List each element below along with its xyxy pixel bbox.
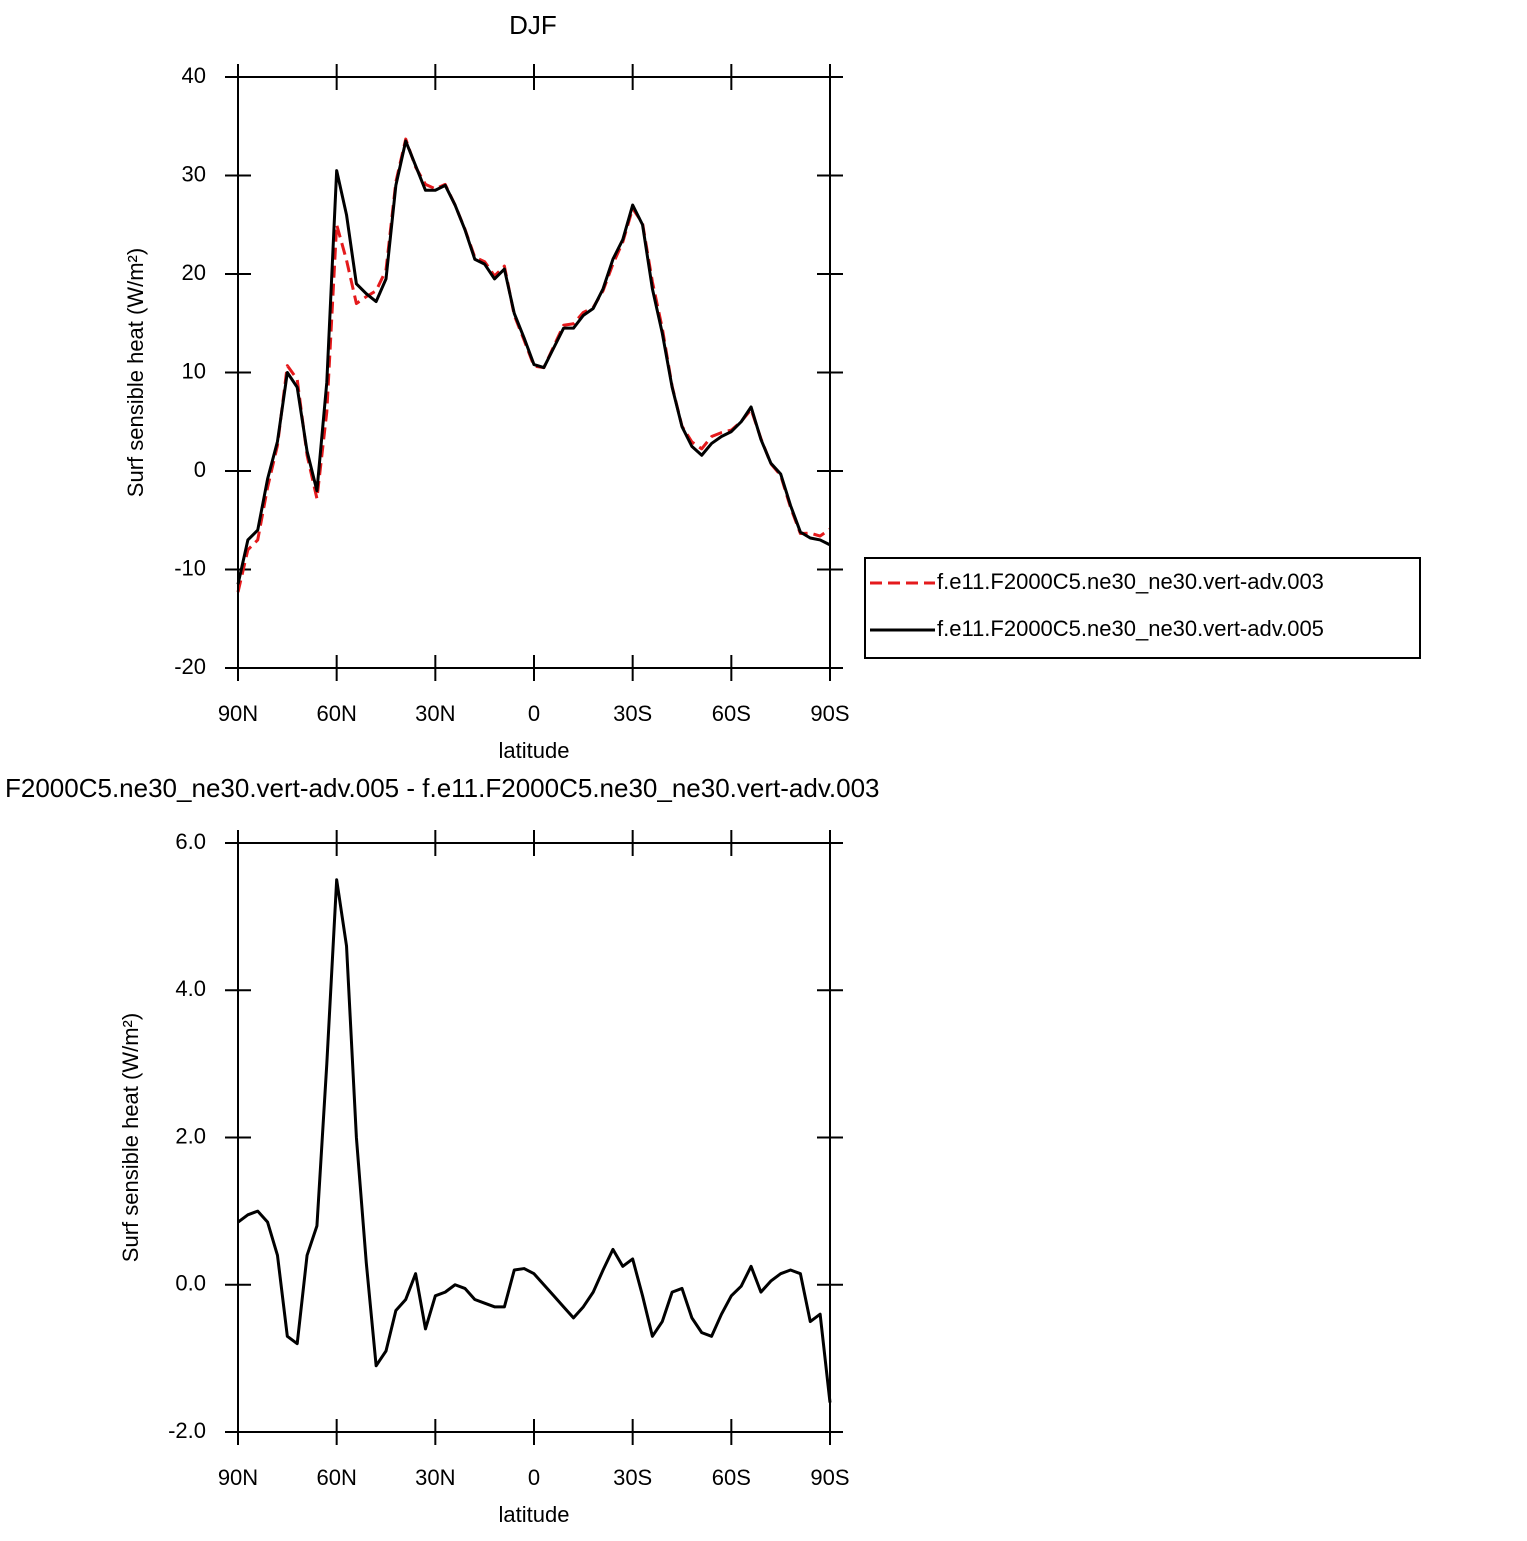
legend-label: f.e11.F2000C5.ne30_ne30.vert-adv.005 (937, 616, 1324, 641)
data-line (236, 139, 831, 585)
data-line (237, 878, 832, 1403)
y-tick-label: -2.0 (168, 1418, 206, 1443)
plot-frame (237, 76, 831, 669)
x-tick-label: 90S (810, 1465, 849, 1490)
y-tick-label: -20 (174, 654, 206, 679)
chart-title: DJF (509, 10, 557, 40)
x-tick-label: 60N (316, 1465, 356, 1490)
y-tick-label: -10 (174, 555, 206, 580)
x-tick-label: 60S (712, 701, 751, 726)
x-axis-label: latitude (499, 738, 570, 763)
y-axis-label: Surf sensible heat (W/m²) (123, 248, 148, 497)
y-tick-label: 20 (182, 260, 206, 285)
chart-title: F2000C5.ne30_ne30.vert-adv.005 - f.e11.F… (5, 773, 880, 803)
x-tick-label: 60S (712, 1465, 751, 1490)
x-tick-label: 30N (415, 701, 455, 726)
x-tick-label: 90N (218, 1465, 258, 1490)
x-tick-label: 0 (528, 1465, 540, 1490)
y-tick-label: 40 (182, 63, 206, 88)
plot-frame (237, 842, 831, 1433)
x-tick-label: 30S (613, 701, 652, 726)
y-tick-label: 4.0 (175, 976, 206, 1001)
x-tick-label: 0 (528, 701, 540, 726)
x-tick-label: 60N (316, 701, 356, 726)
x-tick-label: 90S (810, 701, 849, 726)
legend-box (864, 557, 1421, 659)
y-tick-label: 0 (194, 457, 206, 482)
y-tick-label: 10 (182, 358, 206, 383)
y-axis-label: Surf sensible heat (W/m²) (118, 1013, 143, 1262)
x-axis-label: latitude (499, 1502, 570, 1527)
y-tick-label: 0.0 (175, 1271, 206, 1296)
x-tick-label: 30N (415, 1465, 455, 1490)
y-tick-label: 6.0 (175, 829, 206, 854)
x-tick-label: 30S (613, 1465, 652, 1490)
y-tick-label: 30 (182, 161, 206, 186)
legend-label: f.e11.F2000C5.ne30_ne30.vert-adv.003 (937, 569, 1324, 594)
y-tick-label: 2.0 (175, 1123, 206, 1148)
x-tick-label: 90N (218, 701, 258, 726)
